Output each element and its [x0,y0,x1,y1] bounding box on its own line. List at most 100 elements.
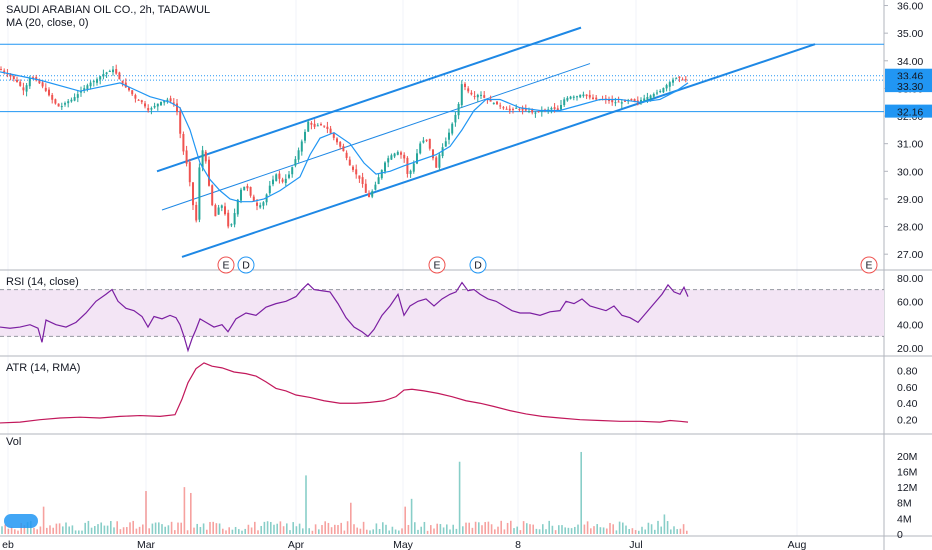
candle-body [284,178,287,183]
volume-bar [254,521,256,534]
volume-bar [423,521,426,534]
volume-bar [154,522,157,534]
atr-pane[interactable] [0,362,689,424]
volume-bar [116,521,118,534]
candle-body [339,142,342,147]
candle-body [214,205,217,217]
symbol-line: SAUDI ARABIAN OIL CO., 2h, TADAWUL [6,4,211,16]
candle-body [166,99,169,101]
vol-tick-label: 8M [897,498,912,510]
candle-body [345,152,348,158]
volume-bar [481,525,483,534]
candle-body [112,69,114,73]
volume-bar [602,527,605,534]
rsi-tick-label: 40.00 [897,320,923,332]
channel-line-lower[interactable] [181,43,816,258]
candle-body [617,101,620,103]
volume-bar [612,524,614,534]
volume-bar [311,530,314,534]
candle-body [137,99,140,101]
volume-bar [292,522,294,534]
event-letter: E [222,260,229,272]
candle-body [73,97,76,101]
volume-bar [407,524,410,534]
candle-body [35,77,38,81]
time-axis-label: Jul [629,539,642,550]
volume-bar [513,528,515,534]
event-marker[interactable]: E [860,256,878,274]
volume-bar [263,521,266,534]
candle-body [473,95,476,97]
price-tick-label: 31.00 [897,139,923,151]
price-badge: 33.30 [885,79,932,93]
candle-body [323,125,326,127]
volume-bar [535,528,538,534]
price-badge-bg [885,79,932,93]
time-axis-label: Apr [288,539,305,550]
candle-body [118,72,121,80]
volume-bar [148,528,150,534]
volume-bar [586,521,589,534]
volume-bar [298,523,301,534]
volume-bar [609,522,611,534]
volume-bar [138,526,141,534]
candle-body [204,151,207,162]
price-tick-label: 28.00 [897,222,923,234]
channel-line-upper[interactable] [156,26,582,173]
candle-body [390,155,393,160]
volume-bar [1,526,3,534]
event-marker[interactable]: E [428,256,446,274]
candle-body [441,147,444,157]
candle-body [48,89,50,96]
candle-body [352,166,354,170]
volume-bar [164,526,166,534]
volume-bar [81,530,83,534]
volume-bar [346,521,349,534]
volume-bar [266,521,269,534]
candle-body [393,153,396,157]
volume-bar [647,522,650,534]
candle-body [400,152,402,155]
volume-bar [663,514,666,534]
candle-body [518,109,521,111]
price-tick-label: 35.00 [897,28,923,40]
volume-bar [308,528,310,534]
candle-body [185,150,188,164]
volume-pane[interactable] [1,451,688,534]
channel-line-mid[interactable] [161,63,591,211]
time-axis[interactable]: eb Mar Apr May 8 Jul Aug [2,514,806,550]
volume-bar [606,528,608,534]
candle-body [432,149,434,159]
price-tick-label: 34.00 [897,56,923,68]
volume-bar [650,524,653,534]
event-marker[interactable]: D [237,256,255,274]
trend-channel[interactable] [156,26,816,258]
volume-bar [350,502,352,534]
event-marker[interactable]: D [469,256,487,274]
volume-bar [186,530,189,534]
rsi-pane[interactable] [0,281,884,353]
candle-body [99,76,102,80]
candle-body [652,94,655,97]
event-marker[interactable]: E [217,256,235,274]
vol-tick-label: 4M [897,513,912,525]
volume-bar [46,527,48,534]
candle-body [304,131,306,141]
moving-average [0,71,689,203]
ma-legend: MA (20, close, 0) [6,17,89,29]
volume-bar [596,524,598,534]
candle-body [336,138,338,143]
candle-body [86,85,89,90]
volume-bar [398,530,400,534]
volume-bar [378,529,381,534]
volume-bar [247,524,250,534]
price-badge: 32.16 [885,104,932,119]
event-circle [469,256,487,274]
volume-bar [74,530,77,534]
candle-body [179,112,182,134]
candle-body [678,76,681,79]
candle-body [425,139,428,141]
volume-bar [686,530,688,534]
